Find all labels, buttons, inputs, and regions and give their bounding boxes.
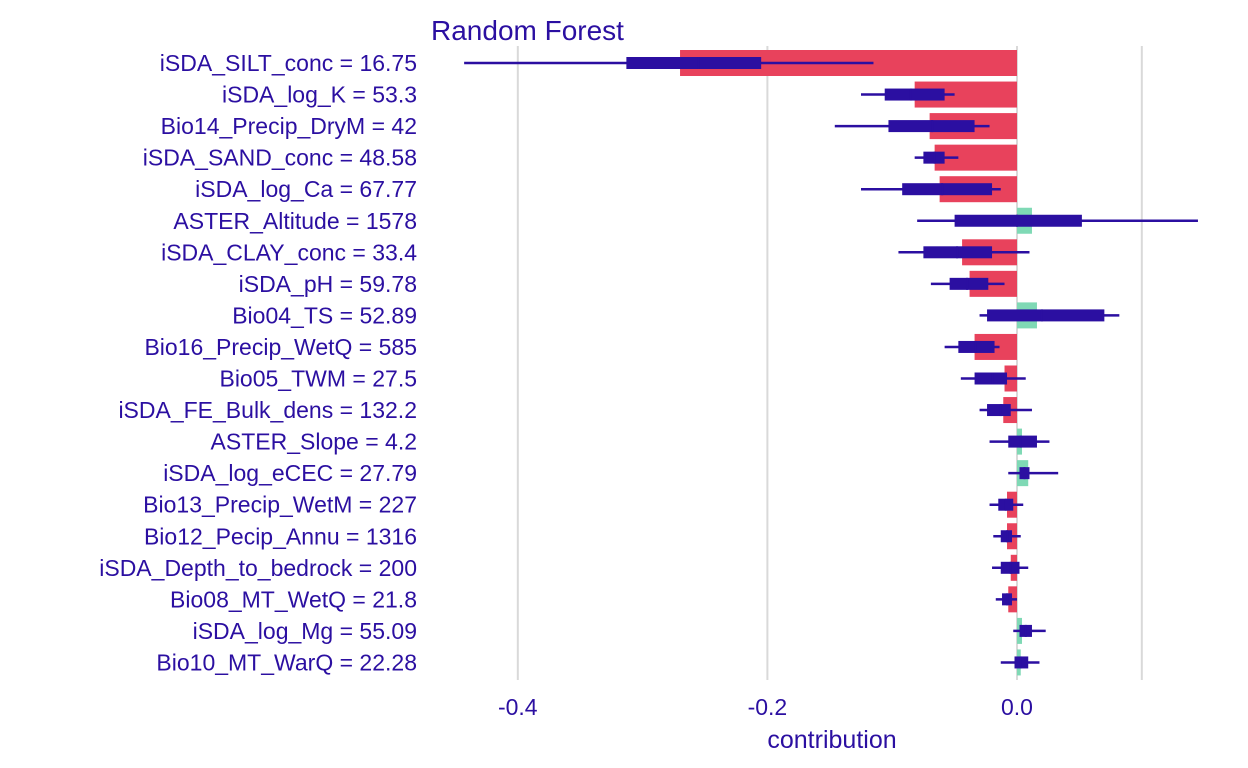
feature-label: iSDA_SILT_conc = 16.75 [160, 50, 417, 76]
boxplot-box [626, 57, 762, 69]
feature-label: iSDA_pH = 59.78 [239, 271, 417, 297]
bar-layer [680, 50, 1037, 676]
feature-label: Bio08_MT_WetQ = 21.8 [170, 586, 417, 612]
feature-label: iSDA_log_Mg = 55.09 [193, 618, 417, 644]
feature-label: iSDA_CLAY_conc = 33.4 [161, 239, 417, 265]
boxplot-box [884, 88, 945, 101]
feature-label: iSDA_log_Ca = 67.77 [195, 176, 417, 202]
boxplot-box [987, 404, 1011, 417]
feature-label: Bio10_MT_WarQ = 22.28 [156, 649, 417, 675]
feature-label: Bio04_TS = 52.89 [232, 302, 417, 328]
feature-label: Bio16_Precip_WetQ = 585 [144, 334, 417, 360]
feature-label: iSDA_FE_Bulk_dens = 132.2 [118, 397, 417, 423]
x-axis-title: contribution [767, 726, 896, 754]
feature-label: iSDA_SAND_conc = 48.58 [143, 145, 417, 171]
boxplot-box [949, 277, 989, 290]
feature-label: Bio12_Pecip_Annu = 1316 [144, 523, 417, 549]
feature-label: iSDA_log_K = 53.3 [222, 82, 417, 108]
chart-title: Random Forest [431, 15, 624, 46]
feature-label: Bio05_TWM = 27.5 [219, 366, 417, 392]
boxplot-box [1008, 435, 1037, 448]
feature-label: Bio14_Precip_DryM = 42 [161, 113, 417, 139]
x-tick-label: -0.2 [748, 694, 788, 720]
boxplot-box [954, 214, 1082, 227]
x-tick-label: -0.4 [498, 694, 538, 720]
feature-label: Bio13_Precip_WetM = 227 [143, 492, 417, 518]
boxplot-box [987, 309, 1105, 322]
feature-label: ASTER_Altitude = 1578 [173, 208, 417, 234]
feature-label: iSDA_log_eCEC = 27.79 [163, 460, 417, 486]
feature-label: iSDA_Depth_to_bedrock = 200 [99, 555, 417, 581]
boxplot-box [974, 372, 1008, 385]
feature-label-layer: iSDA_SILT_conc = 16.75 iSDA_log_K = 53.3 B… [99, 50, 417, 675]
x-tick-layer: -0.4 -0.2 0.0 [498, 694, 1033, 720]
boxplot-box [902, 183, 993, 196]
feature-label: ASTER_Slope = 4.2 [211, 429, 417, 455]
x-tick-label: 0.0 [1001, 694, 1033, 720]
grid-layer [516, 46, 1143, 680]
boxplot-layer [464, 57, 1198, 669]
